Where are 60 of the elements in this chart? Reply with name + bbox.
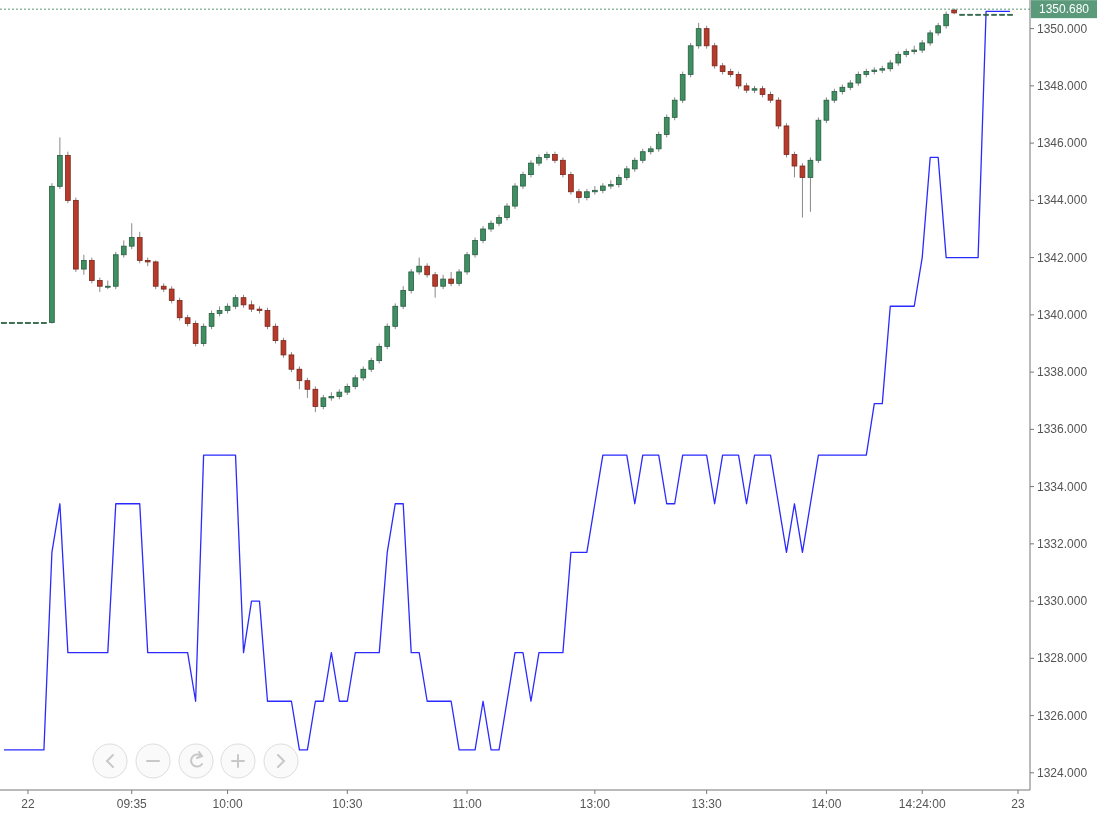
x-tick-label: 10:30: [332, 797, 363, 811]
y-tick-label: 1336.000: [1037, 422, 1088, 437]
x-tick-label: 14:00: [811, 797, 842, 811]
y-tick-label: 1350.000: [1037, 21, 1088, 36]
candlestick: [655, 131, 662, 153]
y-tick-label: 1346.000: [1037, 136, 1088, 151]
candlestick: [560, 156, 566, 178]
candlestick: [671, 96, 678, 121]
candlestick: [695, 22, 702, 50]
y-tick-label: 1330.000: [1037, 594, 1088, 609]
y-tick-label: 1338.000: [1037, 365, 1088, 380]
y-tick-label: 1326.000: [1037, 708, 1088, 723]
candlestick: [288, 351, 295, 373]
candlestick: [176, 297, 183, 322]
candlestick: [384, 322, 391, 350]
ref-line-label: 1350.680: [1038, 2, 1090, 17]
x-tick-label: 09:35: [116, 797, 148, 811]
candlestick: [128, 222, 135, 250]
line-series: [3, 10, 1011, 751]
candlestick: [81, 254, 87, 276]
candlestick: [192, 320, 199, 347]
candlestick: [400, 285, 407, 310]
candlestick: [823, 96, 830, 124]
x-tick-label: 13:00: [579, 797, 611, 811]
candlestick: [304, 377, 311, 399]
candlestick: [408, 268, 414, 294]
x-tick-label: 22: [21, 797, 35, 811]
candlestick: [663, 113, 670, 138]
candlestick: [576, 188, 582, 204]
candlestick: [376, 342, 383, 365]
candlestick: [392, 302, 399, 330]
candlestick: [312, 385, 319, 413]
y-tick-label: 1340.000: [1037, 307, 1088, 322]
y-tick-label: 1332.000: [1037, 536, 1088, 551]
x-tick-label: 10:00: [212, 797, 243, 811]
candlestick: [89, 257, 95, 284]
y-tick-label: 1324.000: [1037, 765, 1088, 780]
y-tick-label: 1344.000: [1037, 193, 1088, 208]
candlestick: [703, 25, 710, 50]
candlestick: [711, 42, 718, 70]
candlestick: [512, 182, 518, 210]
candlestick: [208, 310, 215, 330]
candlestick: [296, 365, 303, 390]
y-tick-label: 1334.000: [1037, 479, 1088, 494]
x-tick-label: 13:30: [691, 797, 722, 811]
candlestick: [568, 171, 574, 196]
candlestick: [464, 251, 470, 276]
candlestick: [472, 237, 478, 259]
candlestick: [448, 271, 454, 287]
candlestick: [136, 231, 143, 264]
x-tick-label: 11:00: [452, 797, 482, 811]
candlestick: [488, 219, 494, 233]
y-tick-label: 1348.000: [1037, 78, 1088, 93]
x-tick-label: 23: [1011, 797, 1026, 811]
y-tick-label: 1328.000: [1037, 651, 1088, 666]
candlestick: [200, 322, 207, 347]
candlestick: [432, 271, 438, 299]
y-tick-label: 1342.000: [1037, 250, 1088, 265]
candlestick: [807, 156, 814, 213]
x-tick-label: 14:24:00: [898, 797, 946, 811]
